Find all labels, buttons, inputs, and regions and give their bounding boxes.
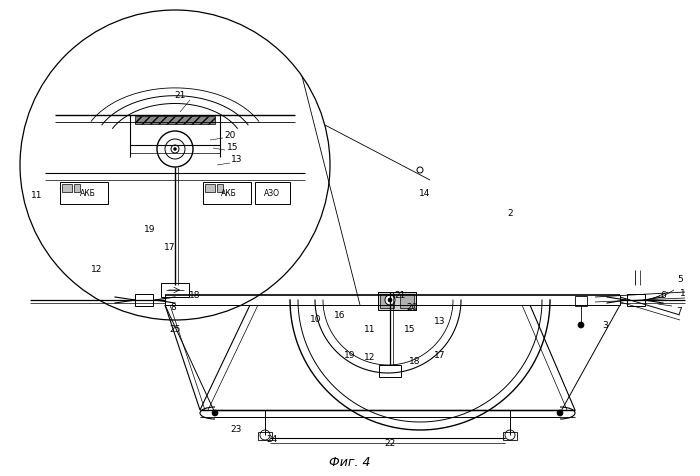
Bar (135, 116, 215, 124)
Text: 18: 18 (410, 357, 421, 367)
Text: 19: 19 (144, 226, 155, 235)
Text: 12: 12 (364, 354, 376, 363)
Text: 10: 10 (310, 316, 322, 325)
Text: 23: 23 (230, 426, 241, 435)
Bar (62, 184, 72, 192)
Text: 21: 21 (174, 91, 186, 100)
Text: 15: 15 (228, 142, 239, 151)
Circle shape (388, 298, 392, 302)
Bar (255, 182, 290, 204)
Text: 3: 3 (602, 320, 608, 329)
Text: 22: 22 (384, 438, 395, 447)
Text: 5: 5 (677, 276, 683, 285)
Text: 20: 20 (406, 303, 418, 311)
Circle shape (174, 148, 176, 150)
Text: 2: 2 (508, 208, 513, 218)
Text: 11: 11 (32, 190, 43, 199)
Text: 25: 25 (169, 326, 181, 335)
Bar (379, 365, 401, 377)
Text: 18: 18 (189, 290, 201, 299)
Text: 20: 20 (224, 130, 236, 139)
Circle shape (385, 295, 395, 305)
Bar (60, 182, 108, 204)
Text: 17: 17 (434, 350, 446, 359)
Bar (575, 296, 587, 306)
Bar (503, 432, 517, 440)
Text: 12: 12 (91, 266, 103, 275)
Text: 14: 14 (419, 188, 430, 198)
Text: АКБ: АКБ (221, 188, 237, 198)
Text: 19: 19 (344, 350, 356, 359)
Circle shape (578, 322, 584, 328)
Text: 7: 7 (676, 307, 682, 317)
Bar (378, 292, 416, 310)
Text: 17: 17 (164, 244, 176, 252)
Text: АЗО: АЗО (264, 188, 280, 198)
Text: 6: 6 (660, 290, 666, 299)
Text: АКБ: АКБ (80, 188, 96, 198)
Text: 8: 8 (170, 303, 176, 311)
Bar (380, 294, 394, 308)
Bar (627, 294, 645, 306)
Text: 16: 16 (335, 311, 346, 320)
Bar (203, 182, 251, 204)
Text: 1: 1 (680, 288, 686, 298)
Circle shape (557, 410, 563, 416)
Text: 15: 15 (405, 326, 416, 335)
Bar (135, 294, 153, 306)
Text: 11: 11 (364, 326, 376, 335)
Bar (161, 283, 189, 297)
Text: 21: 21 (394, 290, 406, 299)
Text: 13: 13 (434, 317, 446, 327)
Bar (258, 432, 272, 440)
Bar (217, 184, 223, 192)
Circle shape (171, 145, 179, 153)
Bar (74, 184, 80, 192)
Bar (400, 294, 414, 308)
Bar (205, 184, 215, 192)
Text: 24: 24 (267, 436, 278, 445)
Circle shape (212, 410, 218, 416)
Text: 13: 13 (231, 156, 243, 165)
Text: Фиг. 4: Фиг. 4 (329, 456, 371, 469)
